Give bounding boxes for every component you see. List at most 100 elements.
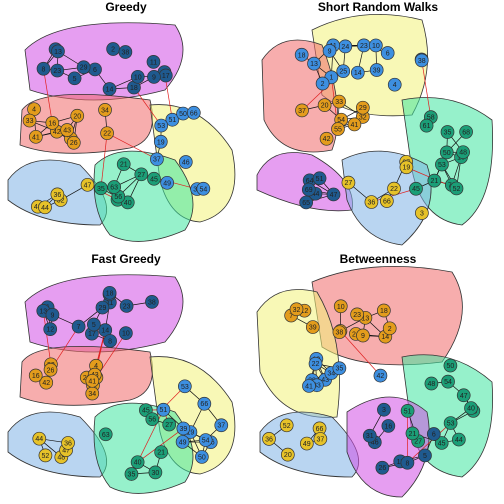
node-label: 36 <box>64 440 72 447</box>
graph-node: 24 <box>338 39 353 54</box>
graph-node: 63 <box>98 427 113 442</box>
node-label: 9 <box>152 74 156 81</box>
node-label: 10 <box>372 43 380 50</box>
node-circle <box>67 71 82 86</box>
node-label: 46 <box>371 440 379 447</box>
node-circle <box>456 145 470 160</box>
graph-node: 25 <box>336 64 351 79</box>
graph-node: 26 <box>66 135 81 150</box>
graph-node: 69 <box>301 182 316 197</box>
community-hull-2 <box>19 94 153 154</box>
node-label: 52 <box>283 423 291 430</box>
node-circle <box>154 118 169 133</box>
node-label: 43 <box>63 127 71 134</box>
graph-node: 51 <box>165 112 180 127</box>
graph-node: 40 <box>130 455 145 470</box>
node-circle <box>336 64 351 79</box>
node-label: 66 <box>383 199 391 206</box>
graph-node: 38 <box>414 53 429 68</box>
node-circle <box>464 401 478 415</box>
node-label: 27 <box>137 172 145 179</box>
node-circle <box>415 206 429 220</box>
nodes: 1412761711231328593818102922204324233433… <box>28 285 229 481</box>
panel-title: Betweenness <box>340 252 417 266</box>
node-label: 26 <box>47 367 55 374</box>
node-label: 10 <box>134 74 142 81</box>
graph-node: 66 <box>186 105 201 120</box>
node-circle <box>456 388 471 403</box>
node-label: 1 <box>329 75 333 82</box>
node-label: 9 <box>328 48 332 55</box>
node-circle <box>32 431 47 446</box>
node-circle <box>362 428 377 443</box>
node-circle <box>319 131 334 146</box>
node-label: 20 <box>284 452 292 459</box>
graph-node: 41 <box>302 379 316 393</box>
node-label: 18 <box>130 85 138 92</box>
node-label: 38 <box>336 330 344 337</box>
node-label: 26 <box>70 140 78 147</box>
node-circle <box>198 433 213 447</box>
node-label: 36 <box>53 192 61 199</box>
node-label: 42 <box>42 380 50 387</box>
graph-node: 2 <box>106 42 120 56</box>
community-hull-5 <box>93 150 194 242</box>
node-circle <box>102 82 117 96</box>
node-circle <box>162 417 177 432</box>
graph-node: 9 <box>356 328 370 343</box>
node-label: 8 <box>42 66 46 73</box>
node-label: 6 <box>93 67 97 74</box>
node-label: 17 <box>88 331 96 338</box>
node-label: 16 <box>48 120 56 127</box>
graph-node: 5 <box>67 71 82 86</box>
graph-node: 4 <box>387 77 402 92</box>
node-label: 43 <box>321 377 329 384</box>
node-circle <box>373 368 388 383</box>
node-label: 41 <box>351 122 359 129</box>
node-circle <box>380 46 395 60</box>
node-label: 45 <box>412 186 420 193</box>
graph-node: 40 <box>464 401 478 415</box>
graph-node: 35 <box>124 467 139 481</box>
graph-node: 50 <box>195 450 209 464</box>
graph-node: 51 <box>156 402 171 417</box>
node-label: 44 <box>35 436 43 443</box>
graph-node: 34 <box>98 103 112 117</box>
graph-node: 55 <box>331 122 345 136</box>
node-circle <box>118 45 133 59</box>
node-circle <box>50 63 65 78</box>
node-circle <box>375 460 390 475</box>
graph-node: 39 <box>305 320 320 334</box>
node-label: 63 <box>102 432 110 439</box>
node-label: 9 <box>361 333 365 340</box>
node-label: 53 <box>447 421 455 428</box>
node-circle <box>134 167 149 182</box>
node-label: 56 <box>148 417 156 424</box>
graph-node: 50 <box>439 145 454 160</box>
node-circle <box>156 402 171 417</box>
node-label: 41 <box>88 378 96 385</box>
graph-node: 35 <box>440 125 455 139</box>
node-label: 27 <box>414 439 422 446</box>
node-circle <box>326 187 341 202</box>
graph-node: 38 <box>332 325 347 340</box>
node-circle <box>302 379 316 393</box>
node-circle <box>195 450 209 464</box>
node-circle <box>301 182 316 197</box>
node-label: 39 <box>309 325 317 332</box>
graph-node: 6 <box>88 62 102 77</box>
node-circle <box>280 447 295 462</box>
node-label: 18 <box>298 52 306 59</box>
node-circle <box>148 465 163 480</box>
nodes: 2417131418101272323893932192922434233344… <box>262 299 481 475</box>
node-label: 13 <box>361 315 369 322</box>
node-circle <box>196 181 211 196</box>
graph-node: 22 <box>100 126 114 141</box>
node-label: 22 <box>312 361 320 368</box>
graph-node: 16 <box>45 116 60 130</box>
node-label: 23 <box>360 43 368 50</box>
graph-node: 54 <box>441 374 455 389</box>
graph-node: 27 <box>162 417 177 432</box>
node-label: 49 <box>303 441 311 448</box>
node-circle <box>364 195 379 209</box>
